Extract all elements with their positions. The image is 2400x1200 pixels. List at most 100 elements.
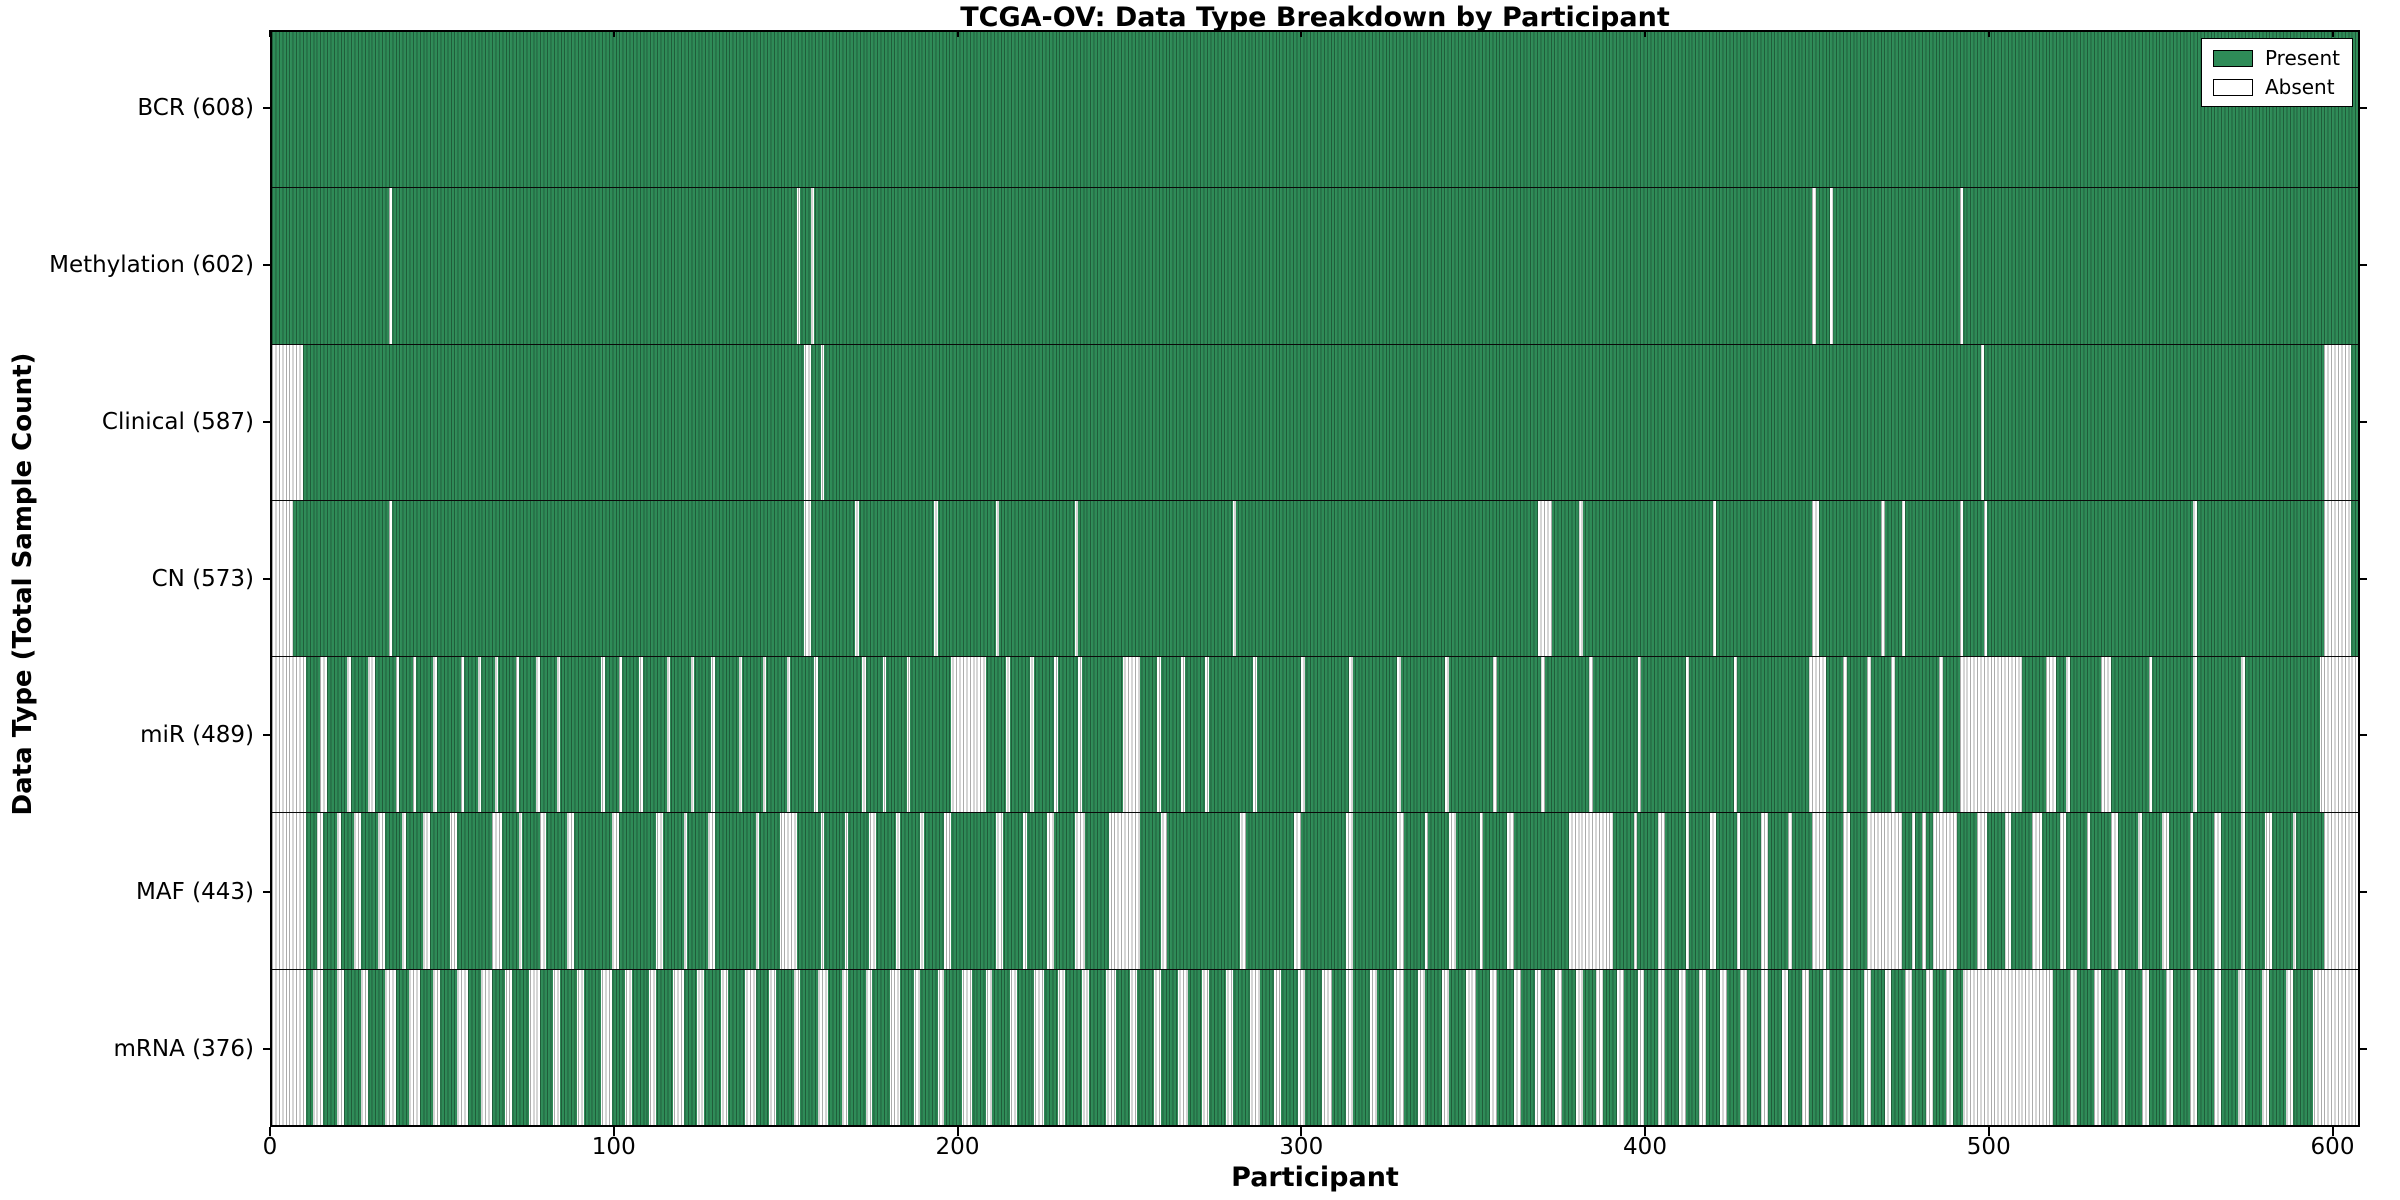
absent-stripe bbox=[1448, 813, 1456, 969]
absent-stripe bbox=[320, 657, 327, 813]
absent-stripe bbox=[1253, 657, 1257, 813]
x-axis-label: Participant bbox=[1231, 1162, 1399, 1193]
absent-stripe bbox=[1009, 969, 1017, 1125]
absent-stripe bbox=[1699, 969, 1707, 1125]
absent-stripe bbox=[738, 657, 743, 813]
absent-stripe bbox=[1249, 969, 1261, 1125]
absent-stripe bbox=[913, 969, 921, 1125]
absent-stripe bbox=[2323, 500, 2352, 657]
absent-stripe bbox=[1074, 813, 1086, 969]
absent-stripe bbox=[793, 969, 801, 1125]
row-cn bbox=[272, 500, 2358, 658]
absent-stripe bbox=[796, 188, 801, 344]
legend-entry-absent: Absent bbox=[2212, 77, 2340, 97]
absent-stripe bbox=[868, 813, 876, 969]
absent-stripe bbox=[841, 969, 849, 1125]
absent-stripe bbox=[844, 813, 849, 969]
absent-stripe bbox=[1493, 657, 1497, 813]
y-tick-right bbox=[2360, 107, 2367, 110]
present-swatch-icon bbox=[2212, 49, 2253, 67]
absent-stripe bbox=[2141, 969, 2149, 1125]
absent-stripe bbox=[721, 969, 729, 1125]
absent-stripe bbox=[1634, 813, 1638, 969]
absent-stripe bbox=[433, 969, 441, 1125]
absent-stripe bbox=[1963, 969, 2053, 1125]
absent-stripe bbox=[1939, 657, 1943, 813]
absent-stripe bbox=[2292, 813, 2297, 969]
row-label-mir: miR (489) bbox=[140, 722, 254, 749]
absent-stripe bbox=[2323, 813, 2358, 969]
absent-stripe bbox=[995, 813, 1003, 969]
absent-stripe bbox=[707, 813, 715, 969]
absent-stripe bbox=[1960, 500, 1964, 657]
absent-stripe bbox=[1960, 657, 2022, 813]
x-tick bbox=[1300, 1127, 1303, 1136]
absent-stripe bbox=[649, 969, 657, 1125]
absent-stripe bbox=[2162, 813, 2170, 969]
absent-stripe bbox=[2213, 813, 2221, 969]
absent-stripe bbox=[529, 969, 540, 1125]
absent-stripe bbox=[865, 969, 873, 1125]
absent-swatch-icon bbox=[2212, 78, 2253, 96]
absent-stripe bbox=[1122, 657, 1140, 813]
absent-stripe bbox=[378, 813, 386, 969]
absent-stripe bbox=[556, 657, 561, 813]
absent-stripe bbox=[385, 969, 396, 1125]
absent-stripe bbox=[519, 813, 523, 969]
absent-stripe bbox=[1579, 500, 1583, 657]
absent-stripe bbox=[611, 813, 619, 969]
absent-stripe bbox=[1105, 969, 1116, 1125]
absent-stripe bbox=[961, 969, 972, 1125]
absent-stripe bbox=[2241, 813, 2245, 969]
absent-stripe bbox=[577, 969, 585, 1125]
absent-stripe bbox=[2100, 657, 2111, 813]
absent-stripe bbox=[814, 657, 818, 813]
absent-stripe bbox=[409, 969, 420, 1125]
absent-stripe bbox=[337, 813, 341, 969]
row-label-cn: CN (573) bbox=[151, 565, 254, 592]
absent-stripe bbox=[920, 813, 924, 969]
absent-stripe bbox=[882, 657, 887, 813]
legend: Present Absent bbox=[2200, 38, 2353, 107]
absent-stripe bbox=[820, 813, 825, 969]
absent-stripe bbox=[491, 813, 502, 969]
absent-stripe bbox=[1393, 969, 1405, 1125]
absent-stripe bbox=[896, 813, 900, 969]
y-tick bbox=[263, 420, 270, 423]
absent-stripe bbox=[625, 969, 633, 1125]
absent-stripe bbox=[1843, 969, 1851, 1125]
absent-stripe bbox=[1160, 813, 1168, 969]
absent-stripe bbox=[1030, 657, 1034, 813]
row-label-methylation: Methylation (602) bbox=[49, 252, 254, 279]
absent-stripe bbox=[601, 969, 612, 1125]
absent-stripe bbox=[1465, 969, 1477, 1125]
absent-stripe bbox=[1911, 813, 1916, 969]
absent-stripe bbox=[618, 657, 622, 813]
absent-stripe bbox=[1761, 969, 1768, 1125]
absent-stripe bbox=[985, 969, 993, 1125]
absent-stripe bbox=[495, 657, 499, 813]
absent-stripe bbox=[1153, 969, 1161, 1125]
absent-stripe bbox=[272, 657, 307, 813]
absent-stripe bbox=[817, 969, 828, 1125]
absent-stripe bbox=[1867, 813, 1902, 969]
absent-stripe bbox=[1273, 969, 1281, 1125]
absent-stripe bbox=[460, 657, 465, 813]
absent-stripe bbox=[1201, 969, 1209, 1125]
absent-stripe bbox=[2285, 969, 2293, 1125]
absent-stripe bbox=[2213, 969, 2221, 1125]
absent-stripe bbox=[1829, 188, 1834, 344]
absent-stripe bbox=[1809, 657, 1827, 813]
absent-stripe bbox=[1678, 969, 1686, 1125]
absent-stripe bbox=[1239, 813, 1247, 969]
absent-stripe bbox=[1685, 657, 1689, 813]
absent-stripe bbox=[690, 657, 694, 813]
x-tick-label: 100 bbox=[591, 1134, 636, 1160]
absent-stripe bbox=[2093, 969, 2101, 1125]
y-tick-right bbox=[2360, 734, 2367, 737]
absent-stripe bbox=[934, 500, 938, 657]
absent-stripe bbox=[2320, 657, 2358, 813]
absent-stripe bbox=[2059, 813, 2067, 969]
absent-stripe bbox=[1489, 969, 1497, 1125]
absent-stripe bbox=[412, 657, 417, 813]
